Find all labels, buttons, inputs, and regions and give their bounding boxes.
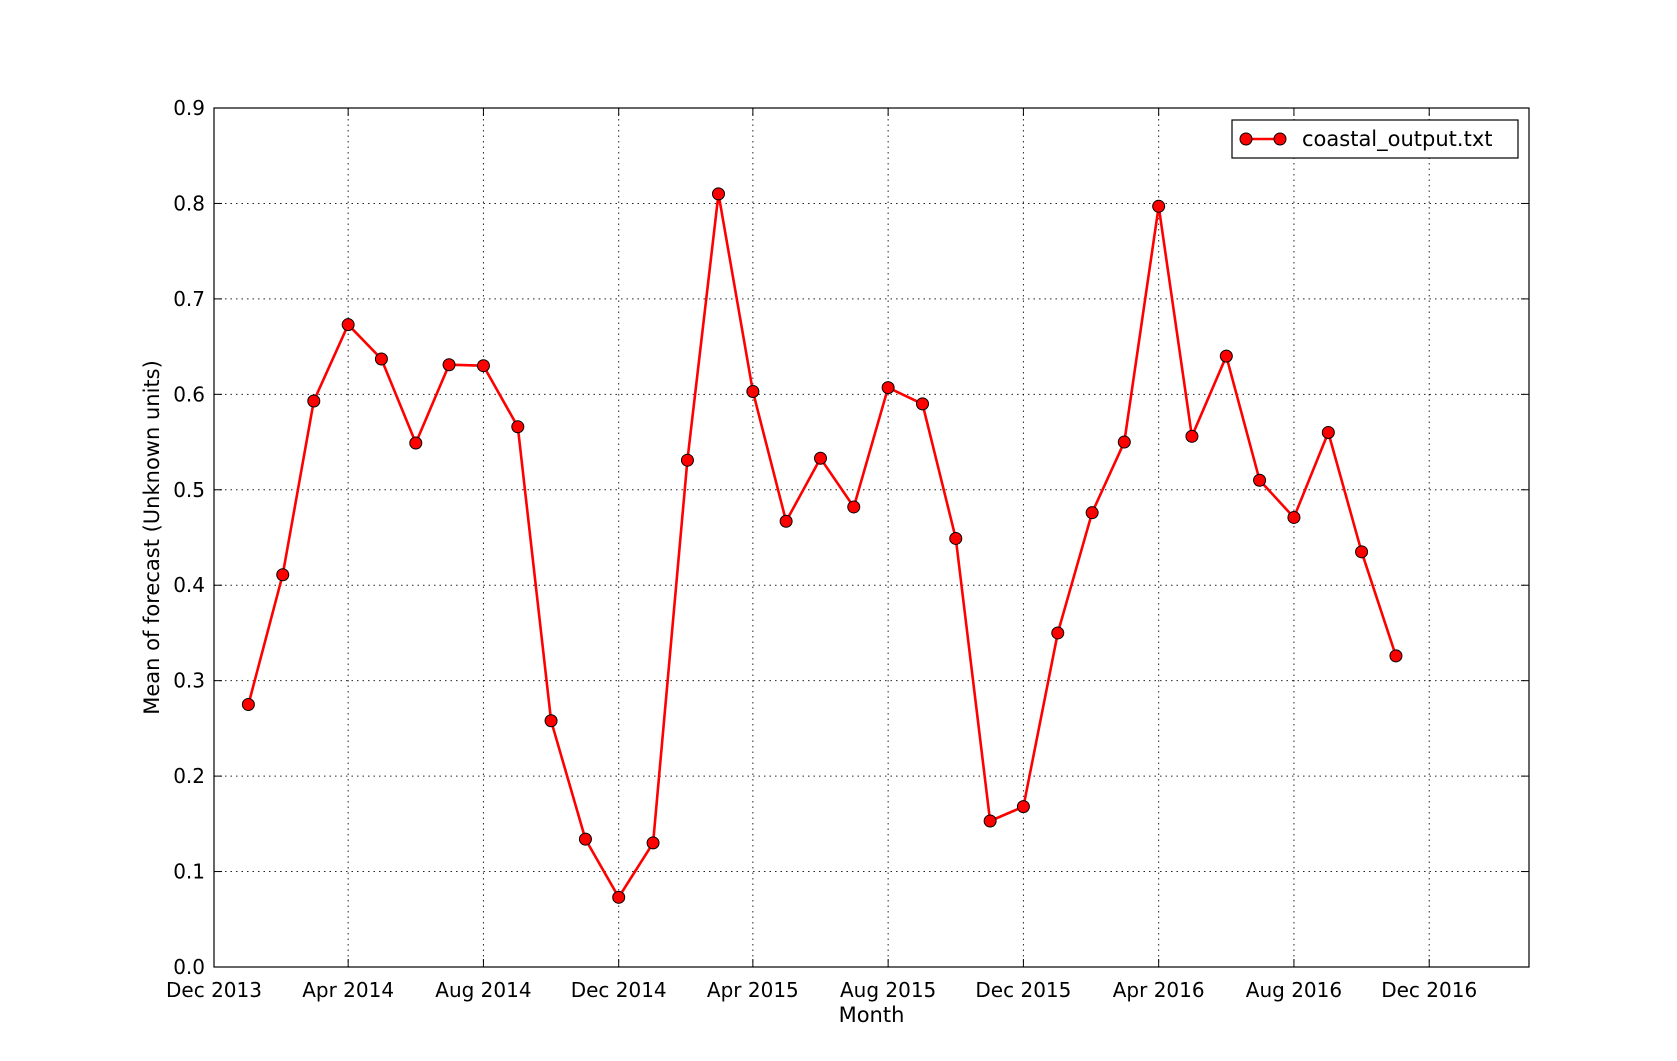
data-point <box>341 318 355 332</box>
x-tick-label: Dec 2016 <box>1381 978 1477 1002</box>
data-point <box>813 451 827 465</box>
plot-frame <box>213 107 1530 968</box>
data-point <box>578 832 592 846</box>
data-point <box>544 714 558 728</box>
data-point <box>409 436 423 450</box>
x-tick-label: Dec 2015 <box>975 978 1071 1002</box>
grid <box>214 108 1529 967</box>
x-tick-label: Aug 2015 <box>840 978 936 1002</box>
data-point <box>1085 506 1099 520</box>
data-point <box>307 394 321 408</box>
data-point <box>1016 800 1030 814</box>
y-tick-label: 0.6 <box>173 382 205 406</box>
legend-marker <box>1273 132 1287 146</box>
y-tick-label: 0.2 <box>173 764 205 788</box>
x-tick-label: Aug 2016 <box>1246 978 1342 1002</box>
y-tick-label: 0.3 <box>173 669 205 693</box>
data-point <box>1152 199 1166 213</box>
x-tick-label: Aug 2014 <box>435 978 531 1002</box>
y-tick-label: 0.1 <box>173 860 205 884</box>
data-point <box>983 814 997 828</box>
y-tick-label: 0.5 <box>173 478 205 502</box>
data-point <box>1287 510 1301 524</box>
y-tick-label: 0.9 <box>173 96 205 120</box>
data-point <box>1185 429 1199 443</box>
data-point <box>276 568 290 582</box>
data-point <box>442 358 456 372</box>
data-point <box>779 514 793 528</box>
data-point <box>1219 349 1233 363</box>
plot-area <box>241 187 1403 904</box>
x-tick-label: Apr 2014 <box>302 978 394 1002</box>
data-point <box>680 453 694 467</box>
y-tick-label: 0.7 <box>173 287 205 311</box>
data-point <box>1051 626 1065 640</box>
y-tick-label: 0.4 <box>173 573 205 597</box>
data-point <box>949 531 963 545</box>
data-point <box>1321 426 1335 440</box>
data-point <box>711 187 725 201</box>
x-tick-label: Dec 2014 <box>571 978 667 1002</box>
x-tick-label: Apr 2015 <box>707 978 799 1002</box>
x-tick-label: Apr 2016 <box>1113 978 1205 1002</box>
data-point <box>1355 545 1369 559</box>
data-point <box>1117 435 1131 449</box>
data-point <box>476 359 490 373</box>
data-point <box>612 890 626 904</box>
data-point <box>511 420 525 434</box>
data-point <box>241 698 255 712</box>
data-point <box>881 381 895 395</box>
legend-marker <box>1239 132 1253 146</box>
data-point <box>1389 649 1403 663</box>
x-tick-label: Dec 2013 <box>166 978 262 1002</box>
data-point <box>746 384 760 398</box>
data-point <box>847 500 861 514</box>
y-axis-label: Mean of forecast (Unknown units) <box>140 360 164 715</box>
x-axis-label: Month <box>839 1003 905 1027</box>
data-point <box>646 836 660 850</box>
data-point <box>374 352 388 366</box>
axis-ticks: 0.0 0.1 0.2 0.3 0.4 0.5 0.6 0.7 0.8 0.9 Dec 2013 Ap… <box>166 96 1529 1002</box>
y-tick-label: 0.8 <box>173 191 205 215</box>
legend-label: coastal_output.txt <box>1302 127 1492 152</box>
y-tick-label: 0.0 <box>173 955 205 979</box>
legend: coastal_output.txt <box>1231 119 1519 159</box>
data-point <box>1253 473 1267 487</box>
data-point <box>916 397 930 411</box>
